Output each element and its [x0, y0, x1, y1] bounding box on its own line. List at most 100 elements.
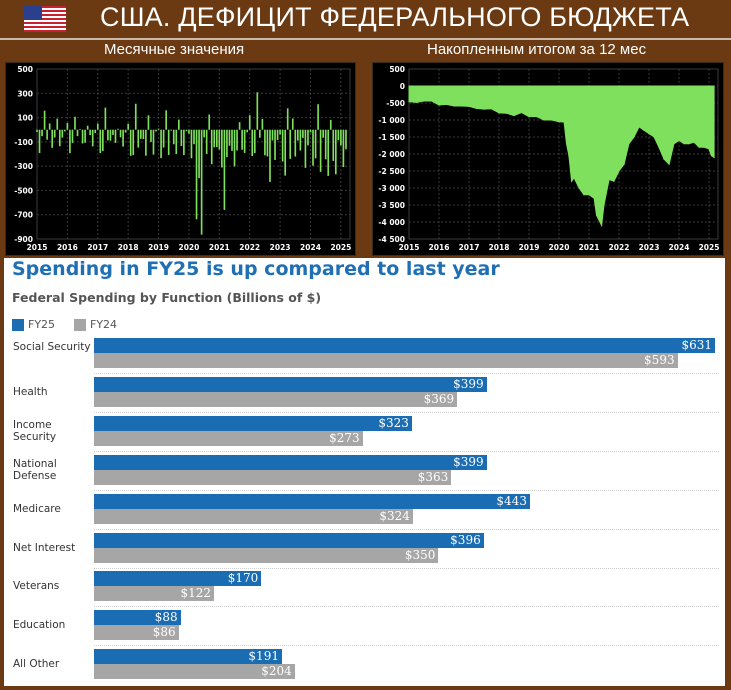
- bar-fy25: $88: [94, 610, 181, 626]
- category-label: Social Security: [13, 341, 91, 353]
- monthly-bar: [289, 129, 292, 159]
- row-separator: [94, 411, 719, 413]
- monthly-bar: [132, 129, 135, 156]
- monthly-bar: [147, 115, 150, 130]
- monthly-bar: [314, 129, 317, 159]
- cumulative-point: [653, 136, 655, 138]
- monthly-bar: [198, 129, 200, 179]
- cumulative-point: [520, 111, 523, 114]
- cumulative-x-tick-label: 2019: [519, 243, 540, 252]
- monthly-bar: [162, 129, 165, 148]
- cumulative-point: [565, 143, 568, 145]
- monthly-bar: [203, 129, 205, 138]
- value-label-fy25: $170: [227, 571, 259, 586]
- cumulative-point: [618, 170, 620, 172]
- monthly-bar: [114, 129, 117, 143]
- monthly-x-tick-label: 2019: [148, 243, 169, 252]
- spending-row: Veterans $170 $122: [4, 571, 725, 610]
- monthly-bar: [91, 129, 94, 147]
- cumulative-point: [578, 187, 580, 189]
- cumulative-point: [475, 107, 478, 110]
- monthly-bar: [84, 129, 86, 143]
- monthly-bar: [58, 129, 61, 147]
- monthly-bar: [299, 129, 302, 151]
- cumulative-point: [460, 105, 463, 107]
- cumulative-point: [703, 146, 705, 148]
- monthly-bar: [79, 128, 81, 130]
- bar-fy25: $631: [94, 338, 715, 353]
- monthly-bar: [38, 129, 41, 154]
- monthly-x-tick-label: 2023: [270, 243, 291, 252]
- spending-row: Net Interest $396 $350: [4, 532, 725, 572]
- legend-label-fy24: FY24: [90, 318, 118, 331]
- monthly-bar: [302, 129, 304, 138]
- row-separator: [94, 373, 719, 374]
- cumulative-y-tick-label: -2 500: [378, 167, 405, 176]
- cumulative-point: [513, 114, 515, 117]
- monthly-y-tick-label: 500: [17, 65, 33, 74]
- monthly-bar: [266, 129, 269, 157]
- monthly-x-tick-label: 2020: [179, 243, 200, 252]
- monthly-bar: [251, 129, 254, 157]
- cumulative-point: [505, 112, 508, 114]
- cumulative-point: [583, 194, 585, 196]
- value-label-fy24: $122: [180, 586, 212, 601]
- monthly-bar: [94, 129, 97, 133]
- monthly-bar: [284, 129, 287, 176]
- cumulative-point: [571, 180, 573, 182]
- monthly-bar: [127, 123, 129, 130]
- cumulative-x-tick-label: 2017: [459, 243, 480, 252]
- spending-row: Education $88 $86: [4, 610, 725, 649]
- monthly-bar: [76, 129, 79, 137]
- row-separator: [94, 645, 719, 647]
- monthly-x-tick-label: 2021: [209, 243, 230, 252]
- bar-fy24: $593: [94, 353, 678, 368]
- cumulative-y-tick-label: -1 500: [378, 133, 405, 142]
- monthly-bar: [307, 129, 309, 146]
- cumulative-x-tick-label: 2016: [429, 243, 450, 252]
- monthly-bar: [329, 119, 332, 130]
- value-label-fy25: $88: [154, 610, 178, 625]
- row-separator: [94, 528, 719, 530]
- monthly-bar: [322, 129, 324, 138]
- page-title: США. ДЕФИЦИТ ФЕДЕРАЛЬНОГО БЮДЖЕТА: [100, 2, 690, 32]
- monthly-bar: [157, 128, 160, 130]
- cumulative-point: [658, 146, 660, 148]
- monthly-bar: [319, 129, 322, 172]
- bar-fy24: $324: [94, 508, 413, 524]
- cumulative-point: [543, 119, 545, 121]
- monthly-bar: [327, 129, 330, 176]
- monthly-bar: [271, 129, 274, 141]
- bar-fy25: $443: [94, 493, 530, 509]
- cumulative-point: [601, 224, 603, 226]
- monthly-y-tick-label: -300: [14, 162, 33, 171]
- monthly-bar: [286, 108, 289, 130]
- cumulative-point: [683, 143, 685, 145]
- monthly-bar: [150, 129, 152, 142]
- cumulative-x-tick-label: 2015: [399, 243, 420, 252]
- monthly-bar: [71, 129, 74, 143]
- cumulative-point: [438, 104, 440, 106]
- value-label-fy25: $191: [248, 649, 279, 664]
- cumulative-point: [558, 121, 560, 123]
- monthly-bar: [342, 129, 345, 167]
- cumulative-point: [468, 105, 470, 107]
- us-flag-icon: [24, 6, 66, 32]
- monthly-bar: [69, 129, 71, 154]
- monthly-bar: [129, 129, 132, 156]
- category-label: Medicare: [13, 502, 61, 515]
- monthly-bar: [102, 129, 104, 152]
- spending-chart-subtitle: Federal Spending by Function (Billions o…: [12, 290, 322, 305]
- cumulative-y-tick-label: -4 500: [378, 235, 405, 244]
- monthly-bar: [89, 129, 92, 136]
- cumulative-point: [588, 194, 590, 196]
- monthly-bar: [241, 129, 243, 150]
- bar-fy25: $399: [94, 376, 487, 392]
- cumulative-point: [568, 155, 570, 157]
- monthly-bar: [109, 129, 112, 141]
- monthly-bar: [269, 129, 271, 182]
- cumulative-point: [603, 204, 605, 206]
- cumulative-point: [573, 177, 575, 179]
- monthly-bar: [345, 129, 347, 150]
- monthly-plot-area: [36, 68, 351, 240]
